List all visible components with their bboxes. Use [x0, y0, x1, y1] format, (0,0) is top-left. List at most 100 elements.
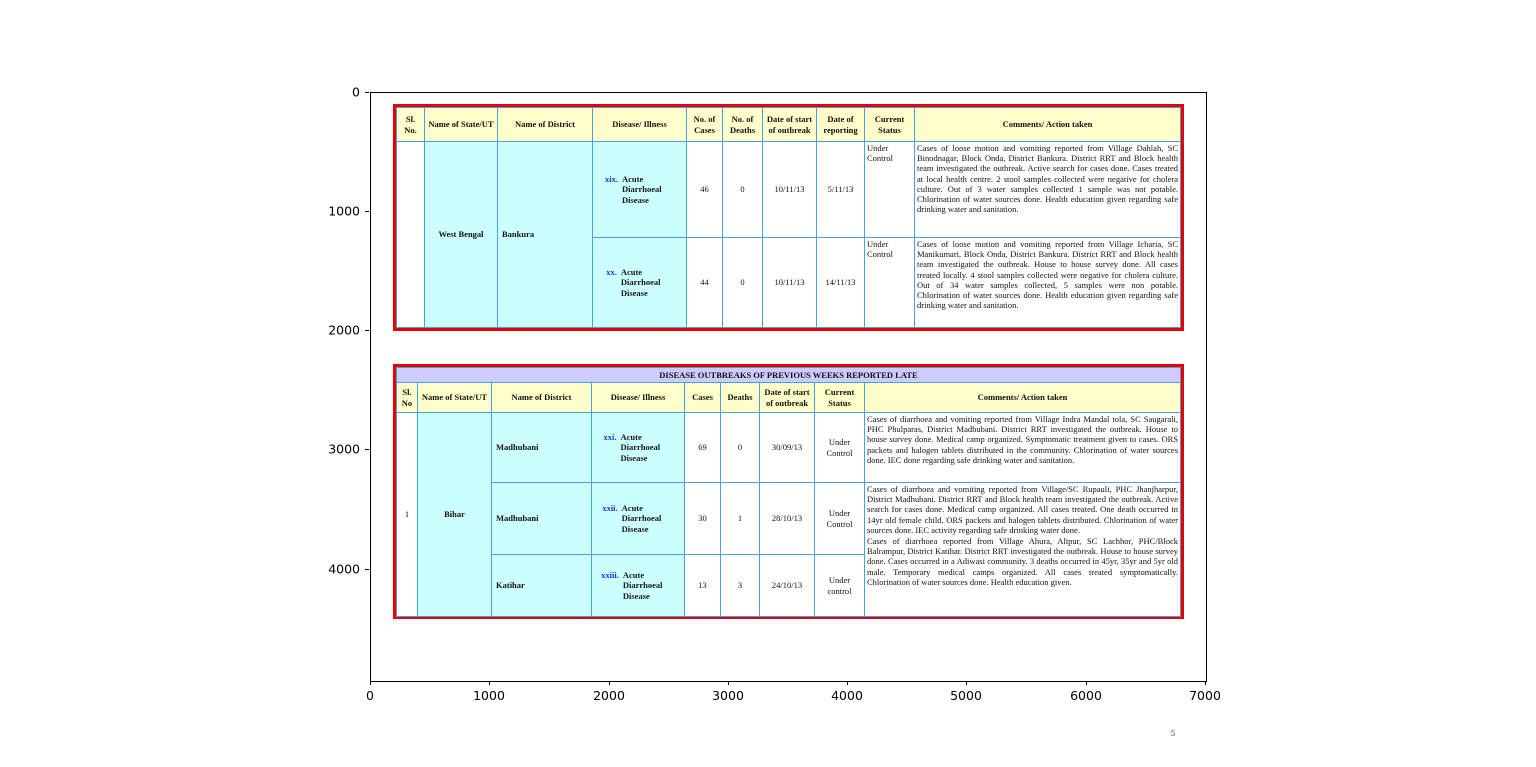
x-tickmark [489, 681, 490, 685]
outbreak-table-previous-weeks: DISEASE OUTBREAKS OF PREVIOUS WEEKS REPO… [393, 364, 1184, 619]
header-date-start: Date of start of outbreak [759, 382, 815, 413]
cell-sl-no: 1 [396, 412, 418, 617]
x-axis-tick-label: 1000 [473, 688, 505, 703]
cell-deaths: 0 [722, 237, 763, 328]
cell-date-start: 28/10/13 [759, 482, 815, 555]
cell-comments: Cases of diarrhoea and vomiting reported… [864, 412, 1181, 483]
header-sl-no: Sl. No. [396, 107, 425, 142]
cell-disease: xxi. Acute Diarrhoeal Disease [591, 412, 685, 483]
x-tickmark [1205, 681, 1206, 685]
disease-index: xxii. [602, 503, 618, 514]
x-tickmark [609, 681, 610, 685]
table2-title: DISEASE OUTBREAKS OF PREVIOUS WEEKS REPO… [396, 367, 1181, 383]
cell-disease: xix. Acute Diarrhoeal Disease [592, 141, 687, 238]
header-deaths: No. of Deaths [722, 107, 763, 142]
x-tickmark [370, 681, 371, 685]
y-tickmark [365, 330, 369, 331]
comments-paragraph: Cases of diarrhoea and vomiting reported… [867, 484, 1178, 535]
disease-name: Acute Diarrhoeal Disease [621, 503, 662, 534]
disease-index: xxi. [603, 432, 617, 443]
disease-name: Acute Diarrhoeal Disease [620, 267, 661, 298]
x-axis-tick-label: 3000 [712, 688, 744, 703]
cell-state: Bihar [417, 412, 492, 617]
header-date-start: Date of start of outbreak [762, 107, 817, 142]
cell-disease: xxii. Acute Diarrhoeal Disease [591, 482, 685, 555]
table-row: Katihar xxiii. Acute Diarrhoeal Disease … [397, 554, 1181, 617]
x-tickmark [847, 681, 848, 685]
x-axis-tick-label: 6000 [1070, 688, 1102, 703]
cell-comments: Cases of diarrhoea and vomiting reported… [864, 482, 1181, 617]
cell-status: Under Control [814, 482, 865, 555]
cell-deaths: 1 [720, 482, 760, 555]
table2-header-row: Sl. No Name of State/UT Name of District… [396, 382, 1181, 413]
cell-disease: xxiii. Acute Diarrhoeal Disease [591, 554, 685, 617]
y-axis-tick-label: 1000 [328, 203, 360, 219]
cell-date-start: 30/09/13 [759, 412, 815, 483]
header-date-reporting: Date of reporting [816, 107, 865, 142]
disease-name: Acute Diarrhoeal Disease [622, 570, 663, 601]
header-comments: Comments/ Action taken [914, 107, 1181, 142]
cell-date-start: 24/10/13 [759, 554, 815, 617]
x-tickmark [728, 681, 729, 685]
disease-index: xx. [606, 267, 617, 278]
disease-index: xxiii. [601, 570, 619, 581]
plot-area: Sl. No. Name of State/UT Name of Distric… [370, 92, 1207, 738]
x-axis-tick-label: 0 [366, 688, 374, 703]
header-status: Current Status [814, 382, 865, 413]
cell-district: Madhubani [491, 412, 592, 483]
x-axis-tick-label: 7000 [1189, 688, 1221, 703]
y-axis-tick-label: 2000 [328, 322, 360, 338]
table1-header-row: Sl. No. Name of State/UT Name of Distric… [396, 107, 1181, 142]
cell-cases: 44 [686, 237, 723, 328]
header-sl-no: Sl. No [396, 382, 418, 413]
header-district: Name of District [491, 382, 592, 413]
y-tickmark [365, 211, 369, 212]
header-state: Name of State/UT [424, 107, 498, 142]
x-tickmark [966, 681, 967, 685]
cell-status: Under Control [814, 412, 865, 483]
outbreak-table-current-week: Sl. No. Name of State/UT Name of Distric… [393, 104, 1184, 331]
cell-state: West Bengal [424, 141, 498, 328]
header-disease: Disease/ Illness [591, 382, 685, 413]
header-cases: No. of Cases [686, 107, 723, 142]
cell-deaths: 3 [720, 554, 760, 617]
table-row: 1 Bihar Madhubani xxi. Acute Diarrhoeal … [396, 412, 1181, 617]
y-axis-tick-label: 3000 [328, 441, 360, 457]
header-cases: Cases [684, 382, 721, 413]
disease-name: Acute Diarrhoeal Disease [622, 174, 662, 205]
header-deaths: Deaths [720, 382, 760, 413]
cell-district: Bankura [497, 141, 593, 328]
cell-status: Under Control [864, 141, 915, 238]
cell-status: Under control [814, 554, 865, 617]
cell-district: Katihar [491, 554, 592, 617]
cell-date-reporting: 14/11/13 [816, 237, 865, 328]
cell-comments: Cases of loose motion and vomiting repor… [914, 237, 1181, 328]
cell-cases: 46 [686, 141, 723, 238]
header-disease: Disease/ Illness [592, 107, 687, 142]
x-axis-tick-label: 2000 [593, 688, 625, 703]
y-axis-tick-label: 0 [352, 84, 360, 100]
comments-paragraph: Cases of diarrhoea reported from Village… [867, 535, 1178, 587]
disease-name: Acute Diarrhoeal Disease [620, 432, 661, 463]
y-tickmark [365, 92, 369, 93]
cell-sl-no [396, 141, 425, 328]
x-axis-tick-label: 5000 [950, 688, 982, 703]
cell-comments: Cases of loose motion and vomiting repor… [914, 141, 1181, 238]
table-row: West Bengal Bankura xix. Acute Diarrhoea… [396, 141, 1181, 328]
page-number: 5 [1171, 729, 1175, 738]
y-tickmark [365, 449, 369, 450]
header-state: Name of State/UT [417, 382, 492, 413]
x-axis-tick-label: 4000 [831, 688, 863, 703]
disease-index: xix. [605, 174, 618, 185]
cell-cases: 13 [684, 554, 721, 617]
header-district: Name of District [497, 107, 593, 142]
cell-date-start: 10/11/13 [762, 237, 817, 328]
y-tickmark [365, 569, 369, 570]
cell-date-start: 10/11/13 [762, 141, 817, 238]
table2-title-row: DISEASE OUTBREAKS OF PREVIOUS WEEKS REPO… [396, 367, 1181, 383]
x-tickmark [1086, 681, 1087, 685]
cell-status: Under Control [864, 237, 915, 328]
table-row: xx. Acute Diarrhoeal Disease 44 0 10/11/… [397, 237, 1181, 328]
cell-disease: xx. Acute Diarrhoeal Disease [592, 237, 687, 328]
